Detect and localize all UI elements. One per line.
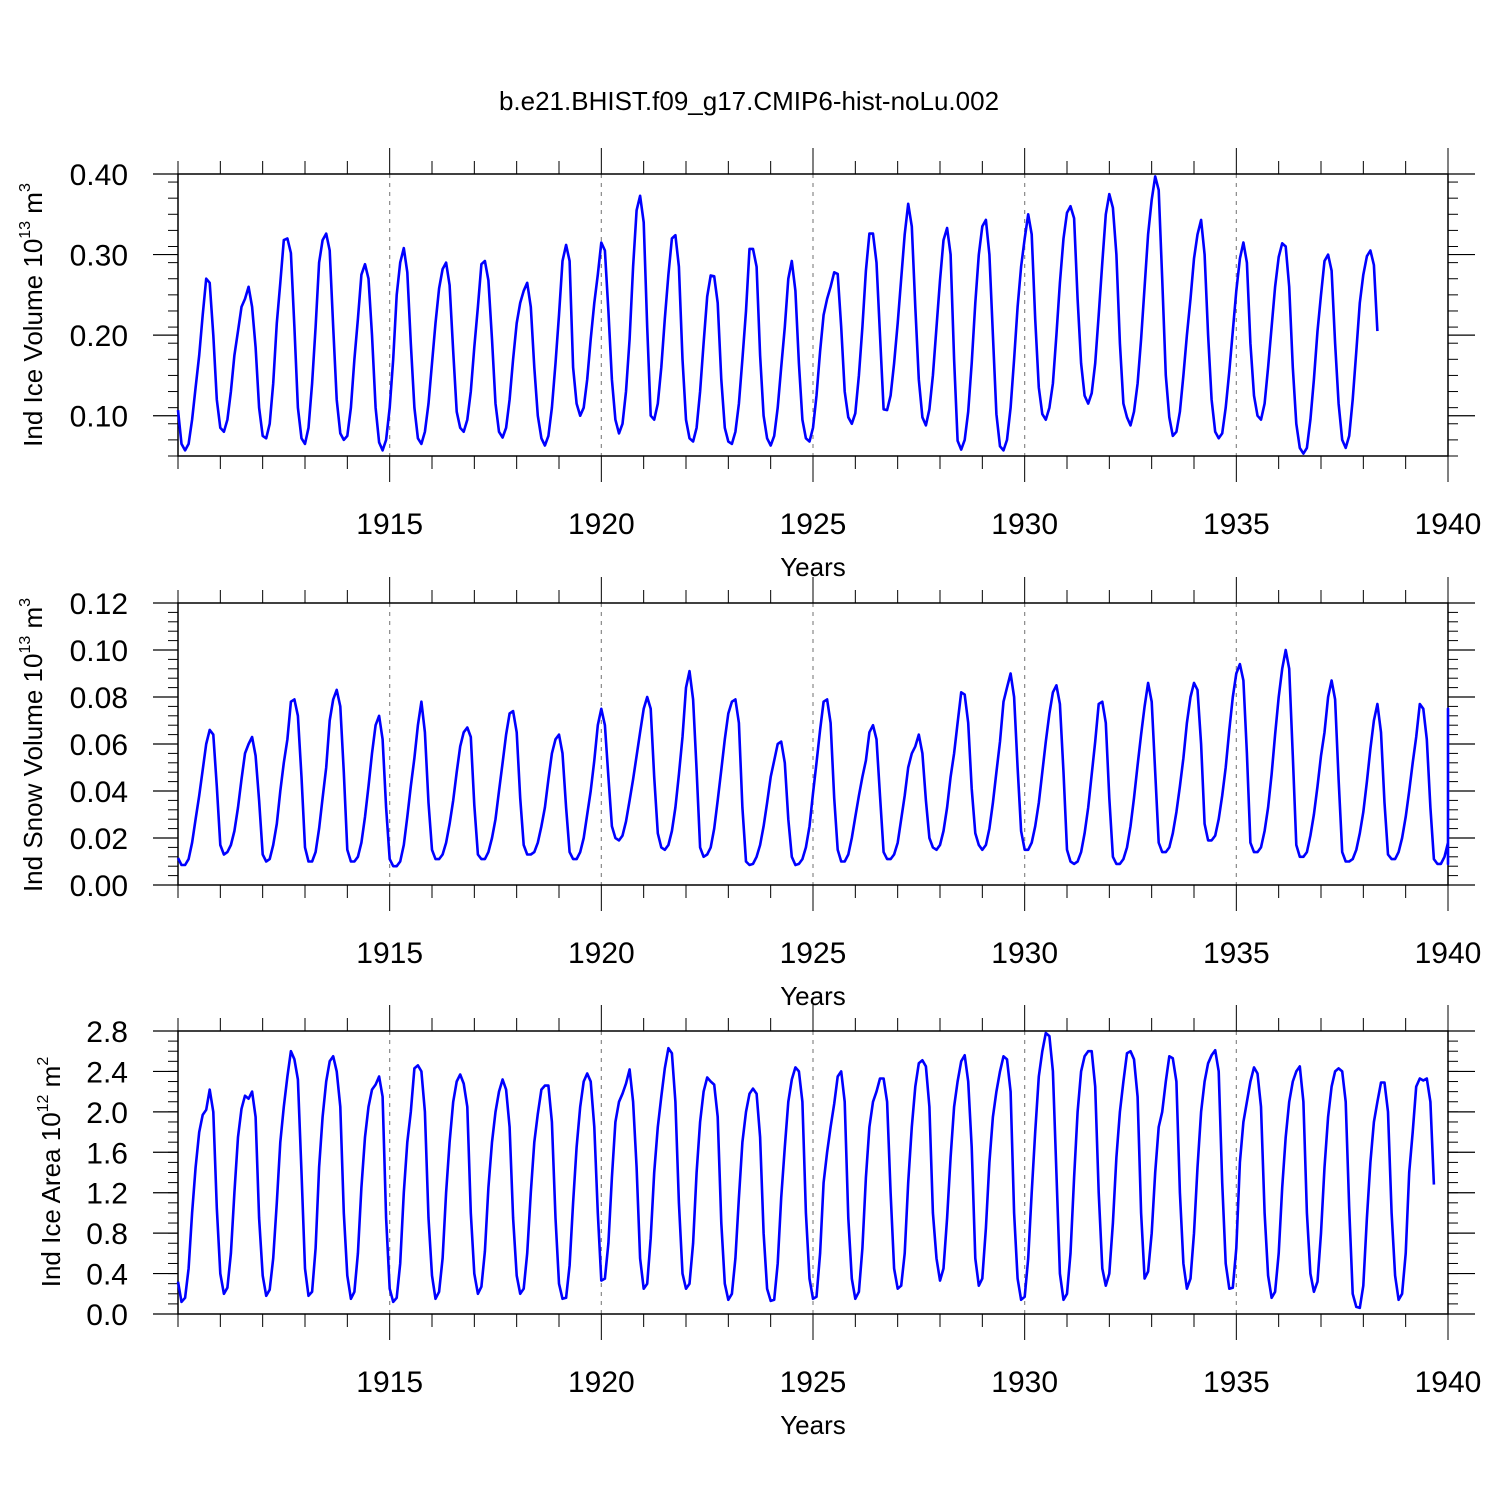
x-tick-label: 1935 (1203, 937, 1270, 970)
y-axis-label-unit: m (36, 1066, 66, 1095)
x-tick-label: 1940 (1415, 1366, 1482, 1399)
plot-frame (177, 602, 1449, 886)
x-tick-label: 1915 (356, 508, 423, 541)
y-tick-label: 0.12 (70, 588, 128, 621)
y-axis-label-main: Ind Snow Volume 10 (18, 654, 48, 893)
snow-volume-panel: 0.00 0.02 0.04 0.06 0.08 0.10 0.12 1915 1920 1925… (17, 577, 1481, 1011)
y-axis-label: Ind Ice Volume 1013 m3 (17, 183, 48, 447)
x-tick-label: 1920 (568, 1366, 635, 1399)
x-tick-label: 1920 (568, 937, 635, 970)
y-tick-label: 0.00 (70, 870, 128, 903)
y-tick-label: 0.40 (70, 159, 128, 192)
y-tick-label: 1.6 (86, 1137, 128, 1170)
x-tick-label: 1940 (1415, 937, 1482, 970)
y-tick-label: 0.10 (70, 635, 128, 668)
y-tick-label: 0.10 (70, 401, 128, 434)
y-tick-label: 0.20 (70, 320, 128, 353)
y-axis-label-unit-sup: 2 (35, 1057, 52, 1066)
snow-volume-series-line (176, 648, 1450, 868)
x-tick-label: 1940 (1415, 508, 1482, 541)
y-axis-label-unit-sup: 3 (17, 598, 34, 607)
y-axis-label-sup: 12 (35, 1094, 52, 1112)
x-tick-label: 1925 (780, 508, 847, 541)
y-tick-label: 0.0 (86, 1299, 128, 1332)
y-tick-label: 0.30 (70, 240, 128, 273)
ice-area-panel: 0.0 0.4 0.8 1.2 1.6 2.0 2.4 2.8 1915 1920 1925 1930… (35, 1005, 1481, 1440)
y-axis-label-main: Ind Ice Area 10 (36, 1112, 66, 1287)
y-axis-label: Ind Ice Area 1012 m2 (35, 1057, 66, 1288)
ice-volume-series-line (176, 175, 1379, 455)
y-axis-label: Ind Snow Volume 1013 m3 (17, 598, 48, 892)
x-tick-label: 1925 (780, 937, 847, 970)
x-tick-label: 1925 (780, 1366, 847, 1399)
y-tick-label: 2.8 (86, 1016, 128, 1049)
x-tick-label: 1930 (991, 937, 1058, 970)
y-axis-label-sup: 13 (17, 221, 34, 239)
y-tick-label: 0.08 (70, 682, 128, 715)
ice-area-series-line (176, 1031, 1436, 1310)
y-tick-label: 1.2 (86, 1178, 128, 1211)
y-tick-label: 0.04 (70, 776, 128, 809)
x-tick-label: 1930 (991, 1366, 1058, 1399)
y-axis-label-sup: 13 (17, 636, 34, 654)
y-tick-label: 2.0 (86, 1097, 128, 1130)
x-tick-label: 1930 (991, 508, 1058, 541)
ice-volume-panel: 0.10 0.20 0.30 0.40 1915 1920 1925 1930 1935 1940… (17, 148, 1481, 582)
y-tick-label: 0.4 (86, 1259, 128, 1292)
x-tick-label: 1935 (1203, 1366, 1270, 1399)
y-tick-label: 0.02 (70, 823, 128, 856)
plot-frame (177, 1030, 1449, 1315)
y-tick-label: 0.06 (70, 729, 128, 762)
x-tick-label: 1920 (568, 508, 635, 541)
x-tick-label: 1915 (356, 937, 423, 970)
y-tick-label: 0.8 (86, 1218, 128, 1251)
y-axis-label-unit: m (18, 607, 48, 636)
x-tick-label: 1935 (1203, 508, 1270, 541)
y-axis-label-main: Ind Ice Volume 10 (18, 239, 48, 447)
y-tick-label: 2.4 (86, 1056, 128, 1089)
x-tick-label: 1915 (356, 1366, 423, 1399)
y-axis-label-unit-sup: 3 (17, 183, 34, 192)
y-axis-label-unit: m (18, 192, 48, 221)
plot-frame (177, 173, 1449, 457)
x-axis-label: Years (780, 1410, 846, 1440)
figure-title: b.e21.BHIST.f09_g17.CMIP6-hist-noLu.002 (499, 86, 999, 116)
